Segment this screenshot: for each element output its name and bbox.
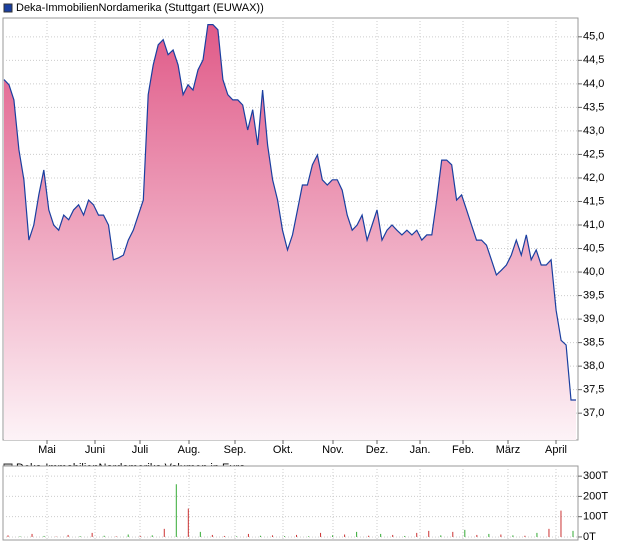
y-tick-label: 40,5 [583, 242, 604, 254]
volume-bar [380, 533, 382, 537]
volume-bar [452, 531, 454, 537]
y-tick-label: 42,5 [583, 148, 604, 160]
y-tick-label: 42,0 [583, 172, 604, 184]
volume-bar [67, 534, 69, 537]
x-tick-label: Dez. [366, 444, 389, 456]
y-tick-label: 200T [583, 490, 608, 502]
y-tick-label: 39,0 [583, 313, 604, 325]
volume-bar [440, 535, 442, 537]
volume-bar [175, 484, 177, 537]
volume-bar [79, 536, 81, 537]
x-tick-label: Jan. [410, 444, 431, 456]
volume-bar [271, 535, 273, 537]
volume-bar [43, 535, 45, 537]
y-tick-label: 45,0 [583, 31, 604, 43]
volume-bar [320, 532, 322, 537]
legend-label: Deka-ImmobilienNordamerika (Stuttgart (E… [16, 2, 264, 14]
volume-bar [115, 536, 117, 537]
y-tick-label: 37,0 [583, 407, 604, 419]
volume-bar [308, 536, 310, 537]
x-tick-label: Sep. [224, 444, 247, 456]
volume-bar [283, 536, 285, 537]
x-tick-label: Feb. [452, 444, 474, 456]
volume-bar [392, 534, 394, 537]
y-tick-label: 38,0 [583, 360, 604, 372]
y-tick-label: 0T [583, 531, 596, 543]
volume-bar [31, 533, 33, 537]
y-tick-label: 44,0 [583, 78, 604, 90]
volume-bar [211, 534, 213, 537]
volume-bar [19, 536, 21, 537]
y-tick-label: 37,5 [583, 384, 604, 396]
volume-bar [476, 534, 478, 537]
y-tick-label: 43,0 [583, 125, 604, 137]
y-tick-label: 41,5 [583, 195, 604, 207]
volume-bar [404, 535, 406, 537]
y-tick-label: 300T [583, 470, 608, 482]
plot-area [2, 465, 579, 541]
volume-bar [500, 534, 502, 537]
volume-bar [259, 535, 261, 537]
price-line [3, 24, 576, 401]
volume-bar [296, 534, 298, 537]
volume-bar [524, 535, 526, 537]
volume-bar [416, 532, 418, 537]
volume-bar [187, 508, 189, 537]
volume-bar [344, 534, 346, 537]
volume-bar [548, 528, 550, 537]
volume-bar [91, 532, 93, 537]
y-tick-label: 40,0 [583, 266, 604, 278]
volume-bar [163, 528, 165, 537]
x-tick-label: März [496, 444, 520, 456]
y-tick-label: 44,5 [583, 54, 604, 66]
volume-bar [368, 535, 370, 537]
y-tick-label: 43,5 [583, 101, 604, 113]
volume-bar [235, 536, 237, 537]
volume-bar [199, 531, 201, 537]
volume-bar [127, 534, 129, 537]
y-tick-label: 38,5 [583, 337, 604, 349]
volume-bar [488, 533, 490, 537]
volume-bar [247, 533, 249, 537]
volume-bar [356, 531, 358, 537]
volume-bar [7, 535, 9, 537]
volume-bar [332, 535, 334, 537]
x-tick-label: Okt. [273, 444, 293, 456]
x-tick-label: Juni [85, 444, 105, 456]
volume-bar [428, 530, 430, 537]
volume-bar [151, 535, 153, 537]
volume-bar [560, 510, 562, 537]
y-tick-label: 39,5 [583, 289, 604, 301]
x-tick-label: Aug. [178, 444, 201, 456]
volume-bar [512, 535, 514, 537]
volume-bar [103, 535, 105, 537]
volume-bar [139, 535, 141, 537]
volume-bar [536, 532, 538, 537]
x-tick-label: Nov. [322, 444, 344, 456]
volume-bar [572, 530, 574, 537]
volume-bar [464, 529, 466, 537]
volume-bar [223, 535, 225, 537]
y-tick-label: 100T [583, 511, 608, 523]
y-tick-label: 41,0 [583, 219, 604, 231]
x-tick-label: Juli [132, 444, 149, 456]
legend-swatch [3, 3, 13, 13]
x-tick-label: Mai [38, 444, 56, 456]
x-tick-label: April [545, 444, 567, 456]
